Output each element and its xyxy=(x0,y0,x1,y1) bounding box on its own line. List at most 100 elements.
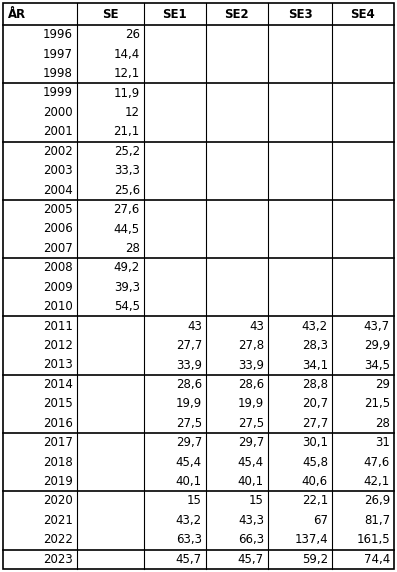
Text: 45,7: 45,7 xyxy=(176,553,202,566)
Text: 161,5: 161,5 xyxy=(357,533,390,546)
Text: 43,2: 43,2 xyxy=(302,320,328,333)
Text: 15: 15 xyxy=(187,495,202,507)
Text: 67: 67 xyxy=(313,514,328,527)
Text: 2002: 2002 xyxy=(43,145,73,158)
Text: 29,9: 29,9 xyxy=(364,339,390,352)
Text: 25,2: 25,2 xyxy=(114,145,140,158)
Text: 1999: 1999 xyxy=(43,86,73,100)
Text: 2012: 2012 xyxy=(43,339,73,352)
Text: SE1: SE1 xyxy=(162,7,187,21)
Text: 74,4: 74,4 xyxy=(364,553,390,566)
Text: 39,3: 39,3 xyxy=(114,281,140,294)
Text: 2007: 2007 xyxy=(43,242,73,255)
Text: 2004: 2004 xyxy=(43,184,73,197)
Text: 45,8: 45,8 xyxy=(302,456,328,468)
Text: 29,7: 29,7 xyxy=(238,436,264,449)
Text: 26: 26 xyxy=(125,28,140,41)
Text: ÅR: ÅR xyxy=(8,7,26,21)
Text: 45,4: 45,4 xyxy=(176,456,202,468)
Text: 22,1: 22,1 xyxy=(302,495,328,507)
Text: 19,9: 19,9 xyxy=(238,398,264,410)
Text: 43: 43 xyxy=(187,320,202,333)
Text: 28: 28 xyxy=(375,417,390,430)
Text: 21,1: 21,1 xyxy=(114,125,140,138)
Text: 42,1: 42,1 xyxy=(364,475,390,488)
Text: 66,3: 66,3 xyxy=(238,533,264,546)
Text: 26,9: 26,9 xyxy=(364,495,390,507)
Text: 34,1: 34,1 xyxy=(302,359,328,371)
Text: SE2: SE2 xyxy=(225,7,249,21)
Text: 28,3: 28,3 xyxy=(302,339,328,352)
Text: 12,1: 12,1 xyxy=(114,67,140,80)
Text: 2022: 2022 xyxy=(43,533,73,546)
Text: 45,4: 45,4 xyxy=(238,456,264,468)
Text: 28,8: 28,8 xyxy=(302,378,328,391)
Text: 137,4: 137,4 xyxy=(294,533,328,546)
Text: 30,1: 30,1 xyxy=(302,436,328,449)
Text: 12: 12 xyxy=(125,106,140,119)
Text: 44,5: 44,5 xyxy=(114,223,140,236)
Text: 14,4: 14,4 xyxy=(114,47,140,61)
Text: 2014: 2014 xyxy=(43,378,73,391)
Text: 2015: 2015 xyxy=(43,398,73,410)
Text: 2008: 2008 xyxy=(43,261,73,275)
Text: 2001: 2001 xyxy=(43,125,73,138)
Text: 2019: 2019 xyxy=(43,475,73,488)
Text: 43,2: 43,2 xyxy=(176,514,202,527)
Text: 31: 31 xyxy=(375,436,390,449)
Text: 81,7: 81,7 xyxy=(364,514,390,527)
Text: 2005: 2005 xyxy=(43,203,73,216)
Text: 2011: 2011 xyxy=(43,320,73,333)
Text: 2021: 2021 xyxy=(43,514,73,527)
Text: 40,1: 40,1 xyxy=(238,475,264,488)
Text: 27,7: 27,7 xyxy=(302,417,328,430)
Text: 43,3: 43,3 xyxy=(238,514,264,527)
Text: 27,6: 27,6 xyxy=(114,203,140,216)
Text: SE3: SE3 xyxy=(288,7,312,21)
Text: 27,8: 27,8 xyxy=(238,339,264,352)
Text: 2016: 2016 xyxy=(43,417,73,430)
Text: 2017: 2017 xyxy=(43,436,73,449)
Text: 2010: 2010 xyxy=(43,300,73,313)
Text: 15: 15 xyxy=(249,495,264,507)
Text: 2020: 2020 xyxy=(43,495,73,507)
Text: 2018: 2018 xyxy=(43,456,73,468)
Text: 2000: 2000 xyxy=(43,106,73,119)
Text: 59,2: 59,2 xyxy=(302,553,328,566)
Text: 1997: 1997 xyxy=(43,47,73,61)
Text: 43: 43 xyxy=(249,320,264,333)
Text: 27,5: 27,5 xyxy=(176,417,202,430)
Text: SE4: SE4 xyxy=(351,7,375,21)
Text: 2013: 2013 xyxy=(43,359,73,371)
Text: 34,5: 34,5 xyxy=(364,359,390,371)
Text: 27,7: 27,7 xyxy=(175,339,202,352)
Text: 33,9: 33,9 xyxy=(176,359,202,371)
Text: 1996: 1996 xyxy=(43,28,73,41)
Text: 40,1: 40,1 xyxy=(176,475,202,488)
Text: 1998: 1998 xyxy=(43,67,73,80)
Text: 28,6: 28,6 xyxy=(176,378,202,391)
Text: 54,5: 54,5 xyxy=(114,300,140,313)
Text: 28,6: 28,6 xyxy=(238,378,264,391)
Text: 63,3: 63,3 xyxy=(176,533,202,546)
Text: 33,3: 33,3 xyxy=(114,164,140,177)
Text: 28: 28 xyxy=(125,242,140,255)
Text: 47,6: 47,6 xyxy=(364,456,390,468)
Text: 40,6: 40,6 xyxy=(302,475,328,488)
Text: 43,7: 43,7 xyxy=(364,320,390,333)
Text: 19,9: 19,9 xyxy=(175,398,202,410)
Text: 33,9: 33,9 xyxy=(238,359,264,371)
Text: 29: 29 xyxy=(375,378,390,391)
Text: 29,7: 29,7 xyxy=(175,436,202,449)
Text: 20,7: 20,7 xyxy=(302,398,328,410)
Text: 2009: 2009 xyxy=(43,281,73,294)
Text: SE: SE xyxy=(102,7,119,21)
Text: 11,9: 11,9 xyxy=(114,86,140,100)
Text: 49,2: 49,2 xyxy=(114,261,140,275)
Text: 2006: 2006 xyxy=(43,223,73,236)
Text: 25,6: 25,6 xyxy=(114,184,140,197)
Text: 27,5: 27,5 xyxy=(238,417,264,430)
Text: 2003: 2003 xyxy=(43,164,73,177)
Text: 21,5: 21,5 xyxy=(364,398,390,410)
Text: 2023: 2023 xyxy=(43,553,73,566)
